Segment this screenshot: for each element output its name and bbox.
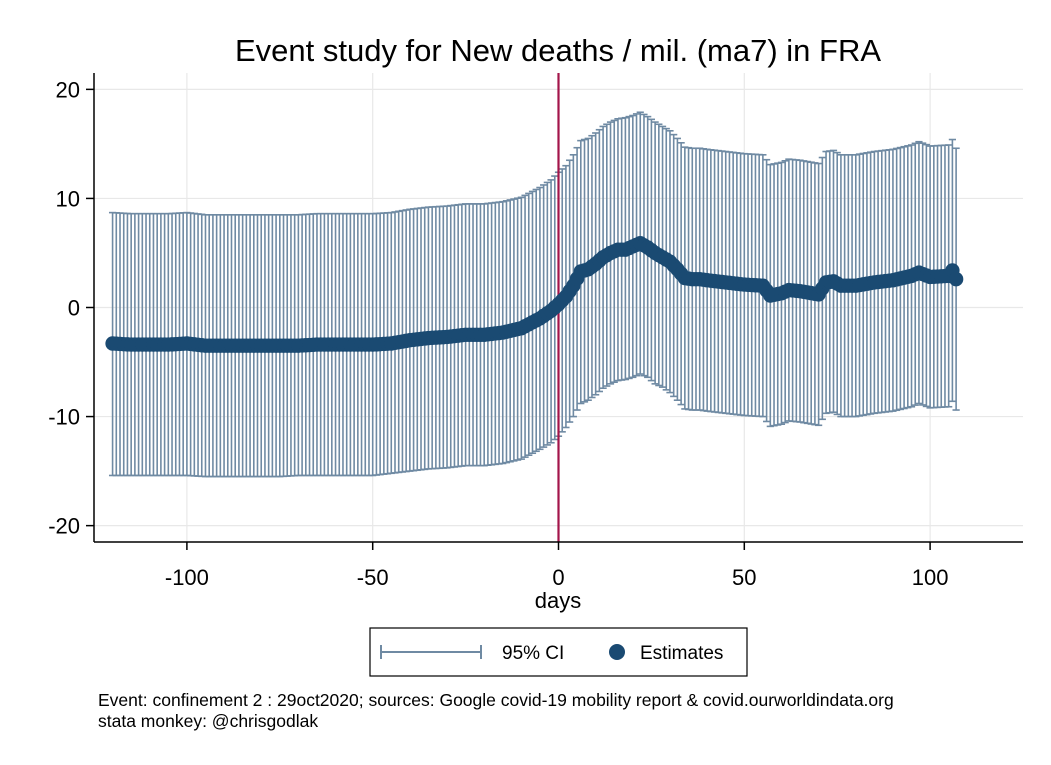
x-tick-label: 0 <box>552 565 564 590</box>
author-note: stata monkey: @chrisgodlak <box>98 711 319 731</box>
estimates <box>105 235 964 353</box>
confidence-intervals <box>108 111 960 478</box>
legend: 95% CI Estimates <box>369 627 748 677</box>
x-axis-title: days <box>535 588 581 613</box>
estimate-point <box>948 271 964 287</box>
x-tick-label: -100 <box>165 565 209 590</box>
y-tick-label: 0 <box>68 296 80 321</box>
legend-estimates-swatch <box>609 644 625 660</box>
y-tick-label: 20 <box>56 77 80 102</box>
legend-ci-swatch <box>380 645 482 659</box>
y-tick-label: 10 <box>56 186 80 211</box>
source-note: Event: confinement 2 : 29oct2020; source… <box>98 690 894 710</box>
y-tick-label: -10 <box>48 405 80 430</box>
x-tick-label: 100 <box>912 565 949 590</box>
legend-ci-label: 95% CI <box>502 643 564 664</box>
y-tick-label: -20 <box>48 514 80 539</box>
chart-title: Event study for New deaths / mil. (ma7) … <box>235 33 881 68</box>
legend-estimates-label: Estimates <box>640 643 723 664</box>
x-tick-label: -50 <box>357 565 389 590</box>
x-tick-label: 50 <box>732 565 756 590</box>
